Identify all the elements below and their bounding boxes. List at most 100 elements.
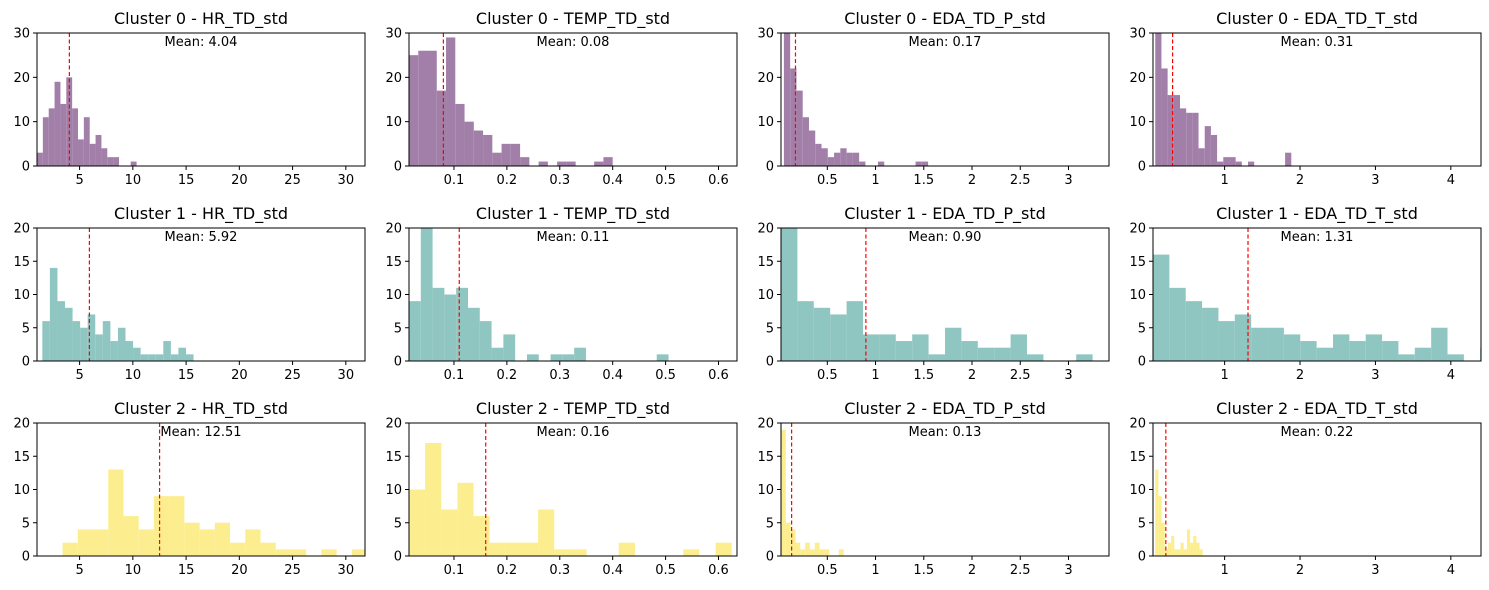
- histogram-bar: [795, 542, 801, 556]
- y-tick-label: 5: [22, 516, 30, 531]
- histogram-bar: [1177, 549, 1181, 556]
- x-tick-label: 3: [1371, 563, 1379, 578]
- histogram-bar: [618, 542, 635, 556]
- plot-area: [1153, 228, 1481, 361]
- subplot-6: Cluster 1 - EDA_TD_P_std Mean: 0.90 0.5 1 1.…: [757, 204, 1110, 383]
- x-tick-label: 25: [284, 368, 301, 383]
- x-tick-label: 1: [871, 173, 879, 188]
- histogram-bar: [489, 542, 506, 556]
- histogram-bar: [409, 301, 421, 361]
- axes-frame: [1152, 32, 1482, 167]
- y-tick-label: 15: [1129, 450, 1146, 465]
- histogram-bar: [123, 516, 139, 556]
- x-tick-label: 0.6: [708, 368, 729, 383]
- y-tick-label: 10: [13, 115, 30, 130]
- histogram-bar: [808, 130, 816, 166]
- mean-annotation: Mean: 12.51: [160, 425, 241, 440]
- y-tick-label: 5: [766, 321, 774, 336]
- histogram-bar: [945, 327, 962, 361]
- histogram-bar: [1169, 287, 1186, 361]
- histogram-bar: [1190, 542, 1194, 556]
- histogram-bar: [87, 314, 96, 361]
- x-tick-label: 4: [1447, 173, 1455, 188]
- x-tick-label: 0.4: [602, 563, 623, 578]
- histogram-bar: [72, 321, 81, 361]
- histogram-bar: [1193, 536, 1197, 556]
- x-tick-label: 2: [968, 563, 976, 578]
- histogram-bar: [819, 549, 825, 556]
- x-tick-label: 0.5: [817, 563, 838, 578]
- x-tick-label: 5: [75, 368, 83, 383]
- histogram-bar: [48, 108, 55, 166]
- histogram-bar: [570, 549, 587, 556]
- histogram-bar: [915, 161, 922, 166]
- plot-area: [781, 423, 844, 556]
- x-tick-label: 0.3: [549, 368, 570, 383]
- histogram-bar: [1186, 529, 1191, 556]
- x-tick-label: 15: [178, 563, 195, 578]
- subplot-title: Cluster 0 - EDA_TD_P_std: [844, 9, 1046, 29]
- x-tick-label: 0.2: [497, 563, 518, 578]
- histogram-bar: [928, 354, 945, 361]
- histogram-bar: [550, 354, 563, 361]
- histogram-bar: [1217, 161, 1224, 166]
- histogram-bar: [830, 314, 847, 361]
- histogram-bar: [824, 549, 830, 556]
- histogram-bar: [425, 442, 442, 556]
- x-tick-label: 30: [338, 368, 355, 383]
- histogram-bar: [245, 529, 261, 556]
- histogram-bar: [594, 161, 604, 166]
- histogram-bar: [108, 469, 124, 556]
- subplot-2: Cluster 0 - EDA_TD_P_std Mean: 0.17 0.5 1 1.…: [757, 9, 1110, 188]
- y-tick-label: 5: [1138, 321, 1146, 336]
- histogram-bar: [912, 334, 929, 361]
- y-tick-label: 10: [1129, 115, 1146, 130]
- y-tick-label: 0: [766, 355, 774, 370]
- histogram-bar: [805, 542, 810, 556]
- histogram-bar: [138, 529, 154, 556]
- plot-area: [781, 228, 1093, 361]
- histogram-bar: [140, 354, 149, 361]
- histogram-bar: [800, 549, 806, 556]
- y-tick-label: 15: [757, 450, 774, 465]
- y-tick-label: 0: [1138, 160, 1146, 175]
- histogram-bar: [566, 161, 576, 166]
- x-tick-label: 10: [125, 368, 142, 383]
- axes-frame: [1152, 422, 1482, 557]
- y-tick-label: 10: [757, 288, 774, 303]
- mean-annotation: Mean: 4.04: [165, 35, 238, 50]
- plot-area: [409, 33, 613, 166]
- axes-frame: [408, 32, 738, 167]
- x-tick-label: 20: [231, 173, 248, 188]
- histogram-bar: [418, 50, 428, 166]
- mean-annotation: Mean: 0.17: [909, 35, 982, 50]
- histogram-bar: [838, 549, 844, 556]
- histogram-bar: [1382, 341, 1399, 361]
- y-tick-label: 0: [22, 160, 30, 175]
- histogram-bar: [163, 341, 171, 361]
- histogram-bar: [1447, 354, 1464, 361]
- mean-annotation: Mean: 0.22: [1281, 425, 1354, 440]
- histogram-bar: [427, 50, 437, 166]
- histogram-bar: [961, 341, 978, 361]
- y-tick-label: 10: [1129, 288, 1146, 303]
- histogram-bar: [510, 143, 521, 166]
- mean-annotation: Mean: 5.92: [165, 230, 238, 245]
- histogram-bar: [95, 334, 103, 361]
- histogram-bar: [895, 341, 913, 361]
- subplot-9: Cluster 2 - TEMP_TD_std Mean: 0.16 0.1 0.2 0…: [385, 399, 738, 578]
- histogram-bar: [457, 482, 474, 556]
- y-tick-label: 20: [757, 222, 774, 237]
- y-tick-label: 30: [13, 27, 30, 42]
- plot-area: [62, 423, 365, 556]
- histogram-bar: [1186, 112, 1193, 166]
- y-tick-label: 10: [757, 483, 774, 498]
- histogram-bar: [80, 327, 88, 361]
- histogram-bar: [65, 307, 73, 361]
- y-tick-label: 0: [766, 550, 774, 565]
- histogram-bar: [783, 33, 791, 166]
- x-tick-label: 3: [1371, 368, 1379, 383]
- y-tick-label: 10: [385, 288, 402, 303]
- histogram-bar: [809, 549, 815, 556]
